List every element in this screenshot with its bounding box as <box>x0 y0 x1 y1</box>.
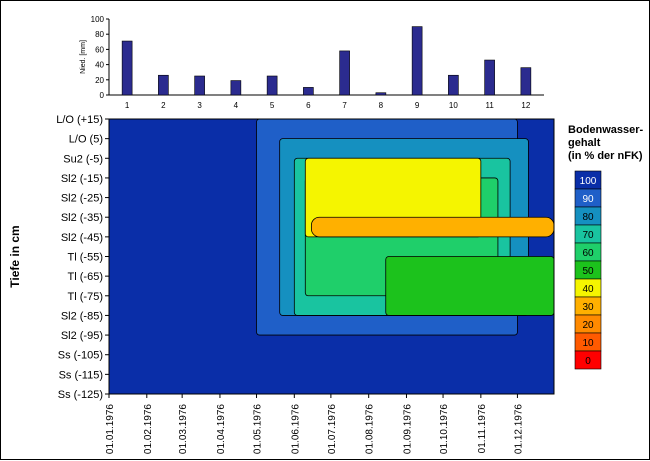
heatmap-x-tick-label: 01.08.1976 <box>365 404 376 454</box>
precipitation-bar <box>375 92 387 96</box>
bar-x-tick-label: 11 <box>485 101 494 110</box>
precipitation-bar <box>339 50 350 96</box>
bar-x-tick-label: 8 <box>379 101 384 110</box>
legend-label: 100 <box>580 176 597 187</box>
bar-x-tick-label: 6 <box>306 101 311 110</box>
heatmap-x-tick-label: 01.12.1976 <box>513 404 524 454</box>
precipitation-bar <box>448 74 459 96</box>
bar-x-tick-label: 9 <box>415 101 420 110</box>
precipitation-bar <box>520 67 532 96</box>
bar-x-tick-label: 1 <box>125 101 130 110</box>
heatmap-y-tick-label: Ss (-115) <box>59 369 103 381</box>
heatmap-y-tick-label: Tl (-65) <box>68 271 103 283</box>
heatmap-y-tick-label: Sl2 (-45) <box>61 232 103 244</box>
bar-x-tick-label: 5 <box>270 101 275 110</box>
legend-label: 10 <box>582 338 594 349</box>
heatmap-y-tick-label: Ss (-105) <box>58 350 103 362</box>
precipitation-bar <box>266 75 278 96</box>
heatmap-y-tick-label: Sl2 (-35) <box>61 212 103 224</box>
heatmap-x-tick-label: 01.10.1976 <box>439 404 450 454</box>
heatmap-x-tick-label: 01.09.1976 <box>402 404 413 454</box>
precipitation-bar <box>484 59 495 96</box>
heatmap-x-tick-label: 01.11.1976 <box>477 404 488 454</box>
heatmap-x-tick-label: 01.07.1976 <box>327 404 338 454</box>
legend-swatch <box>574 350 602 370</box>
heatmap-y-tick-label: Tl (-75) <box>68 291 103 303</box>
heatmap-y-tick-label: L/O (5) <box>69 134 103 146</box>
bar-y-tick-label: 0 <box>100 91 105 100</box>
heatmap-x-tick-label: 01.03.1976 <box>178 404 189 454</box>
precipitation-bar <box>121 40 133 96</box>
legend-title-line: (in % der nFK) <box>568 150 643 162</box>
heatmap-y-axis-title: Tiefe in cm <box>8 225 22 287</box>
bar-x-tick-label: 7 <box>342 101 347 110</box>
legend-label: 40 <box>582 284 594 295</box>
bar-x-tick-label: 3 <box>197 101 202 110</box>
precipitation-bar <box>303 87 314 96</box>
legend-label: 20 <box>582 320 594 331</box>
bar-y-tick-label: 100 <box>91 15 105 24</box>
legend-label: 70 <box>582 230 594 241</box>
legend-label: 50 <box>582 266 594 277</box>
heatmap-y-tick-label: Sl2 (-15) <box>61 173 103 185</box>
heatmap-x-tick-label: 01.05.1976 <box>253 404 264 454</box>
heatmap-y-tick-label: Sl2 (-25) <box>61 193 103 205</box>
legend-label: 30 <box>582 302 594 313</box>
bar-y-tick-label: 80 <box>95 30 104 39</box>
heatmap-y-tick-label: L/O (+15) <box>56 114 103 126</box>
precipitation-bar <box>194 75 205 96</box>
heatmap-y-tick-label: Sl2 (-95) <box>61 330 103 342</box>
heatmap-y-tick-label: Su2 (-5) <box>63 153 103 165</box>
legend-title-line: gehalt <box>568 137 601 149</box>
legend-title-line: Bodenwasser- <box>568 124 644 136</box>
heatmap-y-tick-label: Sl2 (-85) <box>61 310 103 322</box>
precipitation-bar <box>230 80 242 96</box>
legend-label: 80 <box>582 212 594 223</box>
heatmap-x-tick-label: 01.04.1976 <box>216 404 227 454</box>
bar-x-tick-label: 2 <box>161 101 166 110</box>
precipitation-bar <box>158 74 169 96</box>
legend-label: 90 <box>582 194 594 205</box>
heatmap-x-tick-label: 01.02.1976 <box>143 404 154 454</box>
heatmap-y-tick-label: Tl (-55) <box>68 252 103 264</box>
legend-label: 0 <box>585 356 591 367</box>
precipitation-bar <box>411 26 423 96</box>
contour-region-30 <box>310 216 555 238</box>
heatmap-x-tick-label: 01.01.1976 <box>105 404 116 454</box>
bar-y-tick-label: 40 <box>95 61 104 70</box>
bar-x-tick-label: 10 <box>449 101 458 110</box>
heatmap-y-tick-label: Ss (-125) <box>58 389 103 401</box>
bar-y-axis-title: Nied. [mm] <box>80 40 87 74</box>
bar-x-tick-label: 12 <box>521 101 530 110</box>
bar-y-tick-label: 20 <box>95 76 104 85</box>
contour-region-50 <box>385 256 555 316</box>
legend-label: 60 <box>582 248 594 259</box>
bar-y-tick-label: 60 <box>95 45 104 54</box>
bar-x-tick-label: 4 <box>234 101 239 110</box>
heatmap-x-tick-label: 01.06.1976 <box>290 404 301 454</box>
